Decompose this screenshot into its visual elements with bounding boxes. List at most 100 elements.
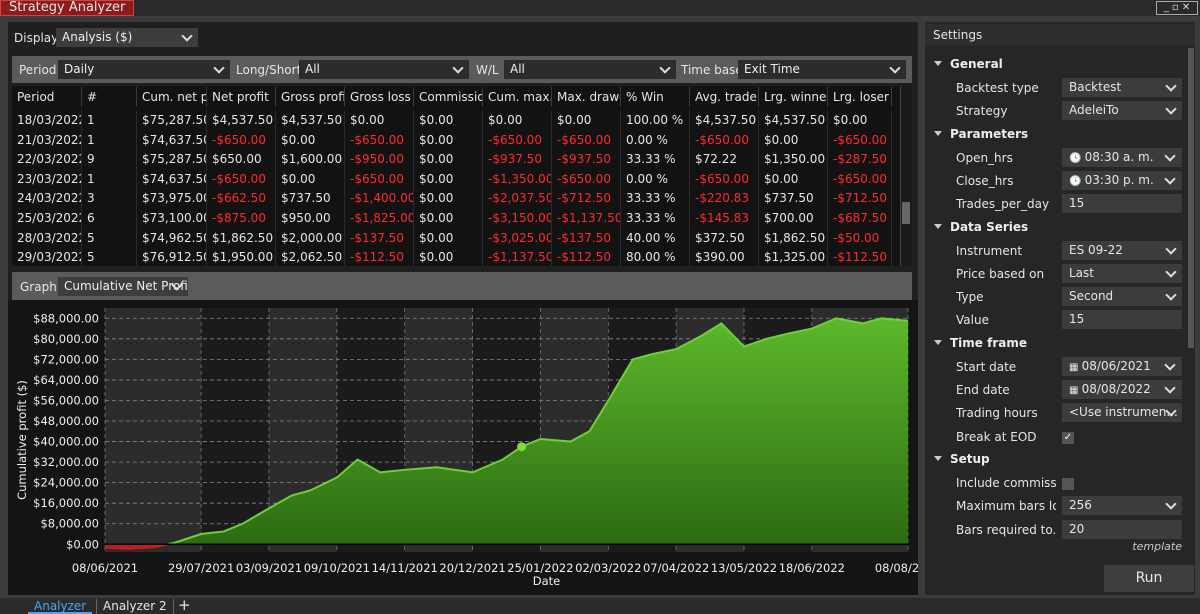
- run-button[interactable]: Run: [1104, 565, 1194, 592]
- table-cell: $0.00: [276, 129, 345, 150]
- filter-combo[interactable]: Daily: [58, 60, 230, 79]
- y-tick-label: $88,000.00: [33, 311, 99, 325]
- table-cell: $4,537.50: [276, 110, 345, 130]
- setting-label: Value: [956, 313, 989, 328]
- x-tick-label: 03/09/2021: [236, 561, 302, 575]
- table-cell: $73,975.00: [137, 188, 207, 209]
- table-cell: $0.00: [828, 110, 892, 130]
- tab[interactable]: Analyzer: [28, 599, 93, 614]
- area-positive: [167, 318, 908, 545]
- window-controls[interactable]: _ ▫ ✕: [1156, 1, 1198, 15]
- icon: 🕓: [1069, 152, 1085, 164]
- column-header: #: [82, 87, 137, 107]
- section-header: Setup: [934, 451, 990, 466]
- display-combo[interactable]: Analysis ($): [56, 28, 198, 47]
- setting-value[interactable]: ES 09-22: [1062, 240, 1182, 260]
- setting-label: Close_hrs: [956, 173, 1014, 188]
- graph-combo[interactable]: Cumulative Net Profit: [58, 277, 188, 296]
- settings-header: Settings: [925, 24, 1195, 46]
- table-cell: -$1,137.50: [552, 208, 621, 228]
- table-cell: 40.00 %: [621, 227, 690, 248]
- table-cell: 0.00 %: [621, 129, 690, 150]
- filter-label: Long/Short: [236, 63, 302, 77]
- table-scrollbar[interactable]: [900, 86, 912, 266]
- filter-label: Period: [19, 63, 57, 77]
- table-cell: -$650.00: [483, 129, 552, 150]
- setting-value[interactable]: Last: [1062, 263, 1182, 283]
- value-text: AdeleiTo: [1069, 103, 1119, 118]
- table-cell: -$712.50: [552, 188, 621, 209]
- setting-label: Bars required to...: [956, 522, 1056, 537]
- column-header: % Win: [621, 87, 690, 107]
- filter-combo[interactable]: All: [299, 60, 469, 79]
- setting-label: Start date: [956, 359, 1017, 374]
- results-table: Period # Cum. net pr Net profit Gross profit…: [12, 86, 912, 266]
- setting-value[interactable]: 15: [1062, 194, 1182, 214]
- graph-bar: Graph Cumulative Net Profit: [12, 272, 912, 300]
- table-cell: $950.00: [276, 208, 345, 228]
- table-cell: 21/03/2022: [12, 129, 82, 150]
- setting-value[interactable]: 256: [1062, 496, 1182, 516]
- x-tick-label: 14/11/2021: [372, 561, 438, 575]
- tab[interactable]: Analyzer 2: [96, 599, 174, 614]
- table-cell: -$112.50: [345, 247, 414, 266]
- setting-checkbox[interactable]: ✓: [1062, 431, 1074, 444]
- setting-value[interactable]: <Use instrumen...: [1062, 403, 1182, 423]
- table-cell: -$220.83: [690, 188, 759, 209]
- setting-value[interactable]: AdeleiTo: [1062, 101, 1182, 121]
- column-header: Avg. trade: [690, 87, 759, 107]
- section-header: Time frame: [934, 335, 1027, 350]
- table-cell: 1: [82, 129, 137, 150]
- table-cell: $372.50: [690, 227, 759, 248]
- filter-combo[interactable]: All: [504, 60, 676, 79]
- filter-combo[interactable]: Exit Time: [738, 60, 906, 79]
- setting-value[interactable]: 20: [1062, 519, 1182, 539]
- icon: ▦: [1069, 385, 1082, 396]
- table-cell: $390.00: [690, 247, 759, 266]
- column-header: Lrg. winner: [759, 87, 828, 107]
- column-header: Gross loss: [345, 87, 414, 107]
- x-axis-label: Date: [533, 574, 561, 588]
- table-cell: $0.00: [414, 227, 483, 248]
- table-cell: 33.33 %: [621, 208, 690, 228]
- title-bar: Strategy Analyzer _ ▫ ✕: [0, 0, 1200, 16]
- table-cell: $700.00: [759, 208, 828, 228]
- y-tick-label: $0.00: [66, 537, 99, 551]
- add-tab[interactable]: +: [178, 596, 191, 614]
- table-cell: 5: [82, 227, 137, 248]
- setting-value[interactable]: ▦ 08/06/2021: [1062, 356, 1182, 376]
- highlight-point: [517, 442, 527, 452]
- y-tick-label: $8,000.00: [40, 517, 99, 531]
- table-cell: $0.00: [414, 129, 483, 150]
- table-cell: $75,287.50: [137, 110, 207, 130]
- setting-value[interactable]: ▦ 08/08/2022: [1062, 380, 1182, 399]
- settings-scrollbar[interactable]: [1188, 48, 1194, 348]
- x-tick-label: 29/07/2021: [168, 561, 234, 575]
- table-cell: 5: [82, 247, 137, 266]
- table-cell: $0.00: [552, 110, 621, 130]
- setting-value[interactable]: Backtest: [1062, 78, 1182, 97]
- setting-checkbox[interactable]: [1062, 477, 1074, 490]
- table-cell: 28/03/2022: [12, 227, 82, 248]
- value-text: 08:30 a. m.: [1084, 149, 1154, 164]
- table-cell: -$1,350.00: [483, 168, 552, 189]
- setting-label: Trades_per_day: [956, 197, 1050, 212]
- table-cell: $1,600.00: [276, 149, 345, 170]
- setting-value[interactable]: 🕓 08:30 a. m.: [1062, 147, 1182, 167]
- graph-label: Graph: [20, 280, 57, 294]
- table-cell: -$2,037.50: [483, 188, 552, 209]
- scroll-thumb[interactable]: [902, 202, 910, 224]
- setting-value[interactable]: Second: [1062, 287, 1182, 307]
- value-text: 20: [1069, 521, 1085, 536]
- setting-value[interactable]: 🕓 03:30 p. m.: [1062, 170, 1182, 190]
- filter-label: W/L: [476, 63, 499, 77]
- table-cell: -$287.50: [828, 149, 892, 170]
- table-cell: 1: [82, 168, 137, 189]
- template-link[interactable]: template: [1132, 540, 1182, 553]
- table-cell: -$1,825.00: [345, 208, 414, 228]
- filter-bar: Period Daily Long/Short All W/L All Time base E…: [12, 56, 912, 83]
- table-cell: $4,537.50: [759, 110, 828, 130]
- icon: ▦: [1069, 361, 1082, 373]
- setting-value[interactable]: 15: [1062, 310, 1182, 330]
